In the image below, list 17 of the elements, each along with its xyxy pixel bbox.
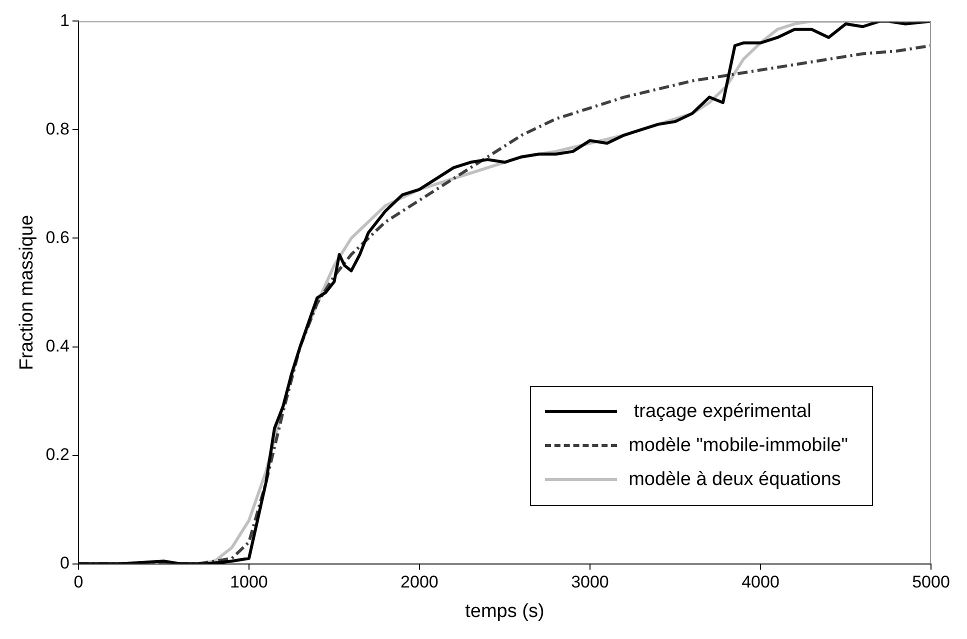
x-tick-label: 5000: [912, 572, 950, 592]
x-tick-label: 2000: [400, 572, 438, 592]
y-axis-title: Fraction massique: [16, 214, 38, 370]
y-tick-label: 0.2: [46, 444, 70, 464]
x-axis-title: temps (s): [465, 600, 544, 622]
x-tick-label: 1000: [230, 572, 268, 592]
y-tick-label: 0.6: [46, 228, 70, 247]
y-tick-label: 0.4: [46, 336, 70, 356]
y-tick-label: 0: [60, 553, 70, 572]
legend-label: modèle à deux équations: [628, 468, 841, 491]
x-tick-label: 4000: [742, 572, 780, 592]
y-tick-label: 1: [60, 10, 70, 30]
legend-label: traçage expérimental: [632, 400, 812, 423]
x-tick-label: 0: [74, 572, 84, 592]
x-tick-label: 3000: [571, 572, 609, 592]
y-tick-label: 0.8: [46, 119, 70, 138]
legend-label: modèle "mobile-immobile": [628, 434, 848, 457]
